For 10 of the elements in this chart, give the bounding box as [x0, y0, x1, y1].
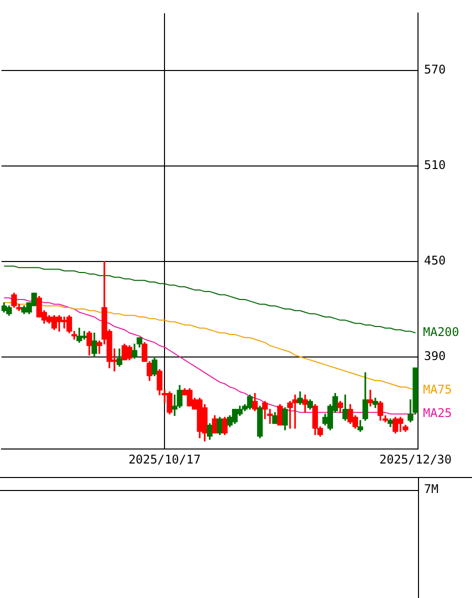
y-tick-label: 570: [424, 62, 446, 77]
series-label: MA25: [423, 406, 452, 420]
series-label: MA200: [423, 325, 460, 340]
x-tick-label: 2025/12/30: [379, 452, 452, 466]
text: 7M: [424, 482, 438, 496]
series-label: MA75: [423, 382, 452, 396]
y-tick-label: 450: [424, 253, 446, 268]
y-tick-label: 390: [424, 348, 446, 363]
x-tick-label: 2025/10/17: [128, 452, 201, 466]
y-tick-label: 510: [424, 158, 446, 172]
